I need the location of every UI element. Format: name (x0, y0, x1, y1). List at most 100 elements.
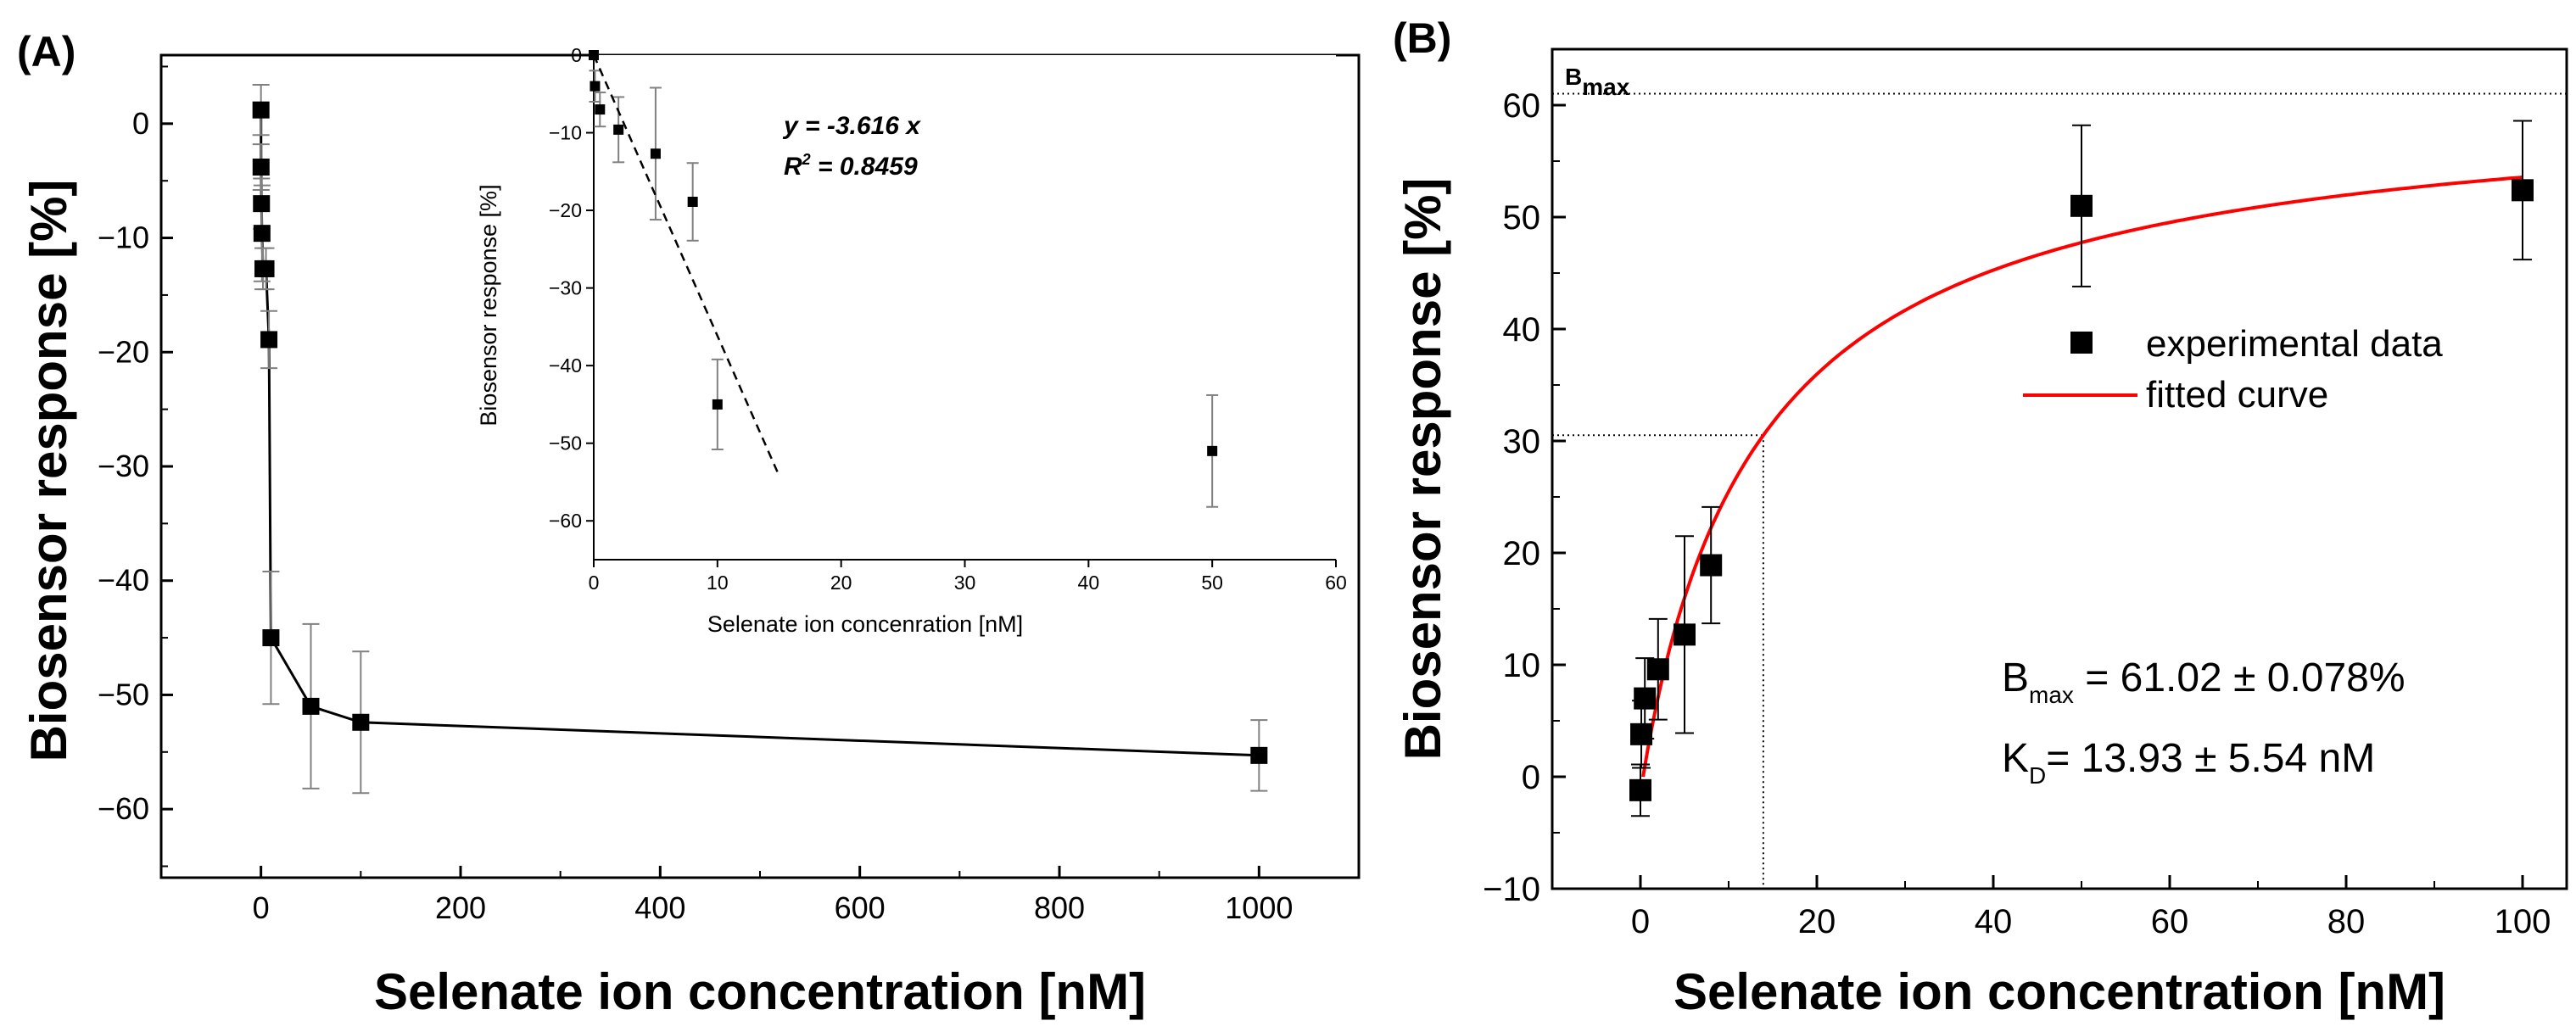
inset-x-tick-label: 50 (1201, 572, 1223, 594)
inset-y-axis-title: Biosensor response [%] (476, 184, 501, 426)
param-bmax-value: = 61.02 ± 0.078% (2074, 655, 2406, 700)
a-data-point (253, 225, 271, 243)
b-x-tick-label: 0 (1631, 903, 1650, 940)
inset-x-tick-label: 20 (830, 572, 852, 594)
param-kd-subscript: D (2029, 762, 2046, 789)
b-data-point (1630, 722, 1653, 745)
bmax-label-subscript: max (1582, 74, 1629, 100)
a-x-tick-label: 600 (835, 890, 886, 925)
legend-experimental-data: experimental data (2146, 323, 2443, 365)
a-y-tick-label: −20 (98, 334, 149, 369)
bmax-label-letter: B (1565, 64, 1582, 90)
inset-x-tick-label: 40 (1078, 572, 1100, 594)
a-data-point (252, 101, 270, 119)
panel-a-x-ticks: 0 200 400 600 800 1000 (160, 866, 1360, 925)
b-y-tick-label: 20 (1503, 535, 1541, 572)
a-data-point (262, 629, 280, 647)
param-bmax-subscript: max (2029, 682, 2074, 708)
inset-x-tick-label: 60 (1325, 572, 1347, 594)
inset-data-point (1207, 445, 1218, 456)
inset-y-tick-label: −60 (549, 510, 582, 532)
b-data-point (1700, 554, 1723, 577)
panel-b-x-axis-title: Selenate ion concentration [nM] (1674, 963, 2445, 1020)
a-x-tick-label: 400 (634, 890, 685, 925)
b-x-tick-label: 100 (2495, 903, 2551, 940)
inset-x-tick-label: 0 (589, 572, 600, 594)
b-y-tick-label: 0 (1522, 759, 1540, 796)
panel-b-x-ticks: 0 20 40 60 80 100 (1551, 875, 2551, 940)
inset-data-point (590, 81, 601, 92)
inset-y-tick-label: −10 (549, 122, 582, 144)
inset-series (589, 50, 1219, 508)
a-data-point (253, 195, 271, 213)
b-data-point (2070, 194, 2093, 217)
panel-a-y-ticks: 0 −10 −20 −30 −40 −50 −60 (98, 65, 173, 867)
legend-fitted-curve: fitted curve (2146, 374, 2328, 416)
inset-y-tick-label: −40 (549, 354, 582, 377)
legend-marker-square (2070, 332, 2093, 354)
inset-fit-line (592, 54, 780, 477)
inset-y-tick-label: −20 (549, 199, 582, 221)
inset-data-point (687, 197, 698, 208)
panel-b-y-axis-title: Biosensor response [%] (1394, 178, 1451, 761)
panel-b-plot-frame (1551, 47, 2568, 890)
panel-a-y-axis-title: Biosensor response [%] (20, 180, 77, 762)
inset-r-squared: R2 = 0.8459 (784, 151, 918, 181)
b-y-tick-label: 30 (1503, 423, 1541, 460)
inset-y-tick-label: 0 (571, 44, 582, 66)
b-x-tick-label: 20 (1798, 903, 1836, 940)
inset-y-ticks: 0 −10 −20 −30 −40 −50 −60 (549, 44, 594, 532)
panel-b-bmax-label: Bmax (1565, 64, 1630, 100)
b-y-tick-label: 10 (1503, 647, 1541, 684)
inset-y-tick-label: −50 (549, 432, 582, 455)
a-data-point (257, 259, 275, 277)
b-y-tick-label: −10 (1483, 871, 1540, 908)
inset-y-tick-label: −30 (549, 277, 582, 299)
inset-x-axis-title: Selenate ion concenration [nM] (707, 611, 1023, 637)
b-data-point (1646, 658, 1669, 681)
b-x-tick-label: 80 (2327, 903, 2366, 940)
a-x-tick-label: 200 (435, 890, 486, 925)
a-data-point (260, 331, 278, 349)
panel-b-guide-lines (1552, 92, 2567, 889)
panel-b-y-ticks: −10 0 10 20 30 40 50 60 (1483, 48, 1566, 908)
a-y-tick-label: 0 (132, 106, 149, 141)
inset-data-point (712, 399, 723, 410)
panel-b-fitted-curve (1641, 176, 2523, 778)
param-bmax: Bmax = 61.02 ± 0.078% (2002, 655, 2406, 708)
b-y-tick-label: 60 (1503, 87, 1541, 125)
a-data-point (302, 697, 320, 715)
a-y-tick-label: −50 (98, 677, 149, 711)
inset-fit-equation: y = -3.616 x (782, 112, 921, 140)
panel-a-x-axis-title: Selenate ion concentration [nM] (374, 963, 1146, 1020)
inset-data-point (613, 124, 624, 135)
inset-x-ticks: 0 10 20 30 40 50 60 (589, 560, 1347, 594)
inset-data-point (650, 148, 661, 159)
inset-data-point (595, 104, 606, 115)
a-data-point (252, 159, 270, 176)
param-kd-value: = 13.93 ± 5.54 nM (2046, 736, 2375, 781)
b-x-tick-label: 40 (1975, 903, 2013, 940)
b-data-point (2512, 179, 2534, 202)
a-y-tick-label: −60 (98, 791, 149, 826)
param-bmax-symbol: B (2002, 655, 2029, 700)
inset-r-squared-exponent: 2 (802, 151, 811, 168)
b-x-tick-label: 60 (2151, 903, 2189, 940)
inset-r-squared-symbol: R (784, 153, 802, 181)
a-y-tick-label: −40 (98, 563, 149, 598)
panel-b-label: (B) (1393, 14, 1451, 62)
a-x-tick-label: 800 (1034, 890, 1085, 925)
a-data-point (1250, 746, 1268, 764)
inset-x-tick-label: 30 (954, 572, 976, 594)
a-y-tick-label: −30 (98, 449, 149, 483)
b-data-point (1629, 778, 1651, 801)
param-kd: KD= 13.93 ± 5.54 nM (2002, 736, 2375, 789)
a-y-tick-label: −10 (98, 220, 149, 255)
param-kd-symbol: K (2002, 736, 2029, 781)
a-data-point (352, 713, 370, 731)
inset-r-squared-value: = 0.8459 (811, 153, 918, 181)
a-x-tick-label: 1000 (1225, 890, 1293, 925)
a-x-tick-label: 0 (253, 890, 270, 925)
b-y-tick-label: 50 (1503, 199, 1541, 237)
